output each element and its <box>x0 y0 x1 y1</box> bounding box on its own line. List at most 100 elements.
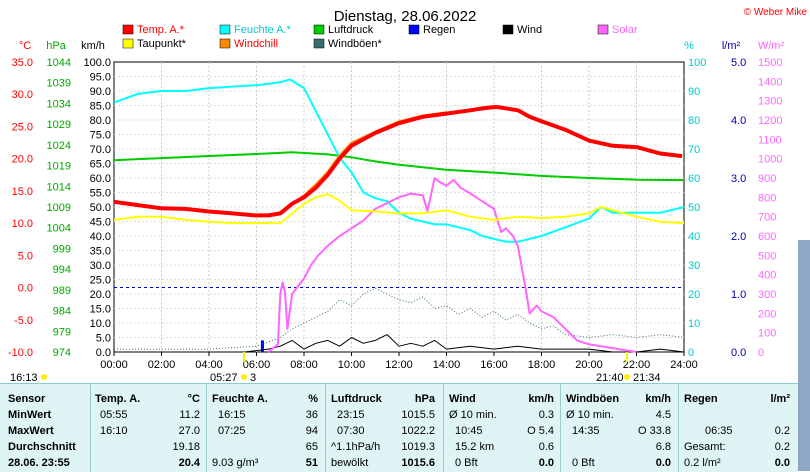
wind-max-value: O 5.4 <box>527 425 554 437</box>
gust-current-bft: 0 Bft <box>572 457 595 469</box>
hum-min-value: 36 <box>305 409 318 421</box>
press-current-value: 1015.6 <box>401 457 435 469</box>
sunrise-icon <box>241 374 247 380</box>
tick-label-rain: 2.0 <box>731 231 746 243</box>
press-header: Luftdruck <box>331 393 382 405</box>
tick-label-solar: 1100 <box>758 134 782 146</box>
grid <box>114 62 684 352</box>
tick-label-press: 1039 <box>47 78 71 90</box>
sunrise-marker <box>243 352 245 362</box>
row-header-avg: Durchschnitt <box>8 441 76 453</box>
tick-label-press: 1044 <box>47 57 71 69</box>
tick-label-temp: 20.0 <box>12 154 33 166</box>
x-tick-label: 00:00 <box>100 359 128 371</box>
x-tick-label: 10:00 <box>338 359 366 371</box>
row-header-max: MaxWert <box>8 425 54 437</box>
tick-label-solar: 100 <box>758 328 776 340</box>
tick-label-wind: 70.0 <box>90 144 111 156</box>
tick-label-temp: 5.0 <box>18 250 33 262</box>
wind-unit: km/h <box>528 393 554 405</box>
tick-label-hum: 10 <box>688 318 700 330</box>
wind-distance: 15.2 km <box>455 441 495 453</box>
legend-swatch-3 <box>408 24 420 35</box>
tick-label-solar: 1200 <box>758 115 782 127</box>
gust-current-value: 0.0 <box>655 457 671 469</box>
legend-swatch-7 <box>219 38 231 49</box>
tick-label-hum: 30 <box>688 260 700 272</box>
gust-max-value: O 33.8 <box>637 425 671 437</box>
tick-label-press: 1019 <box>47 161 71 173</box>
row-header-min: MinWert <box>8 409 52 421</box>
sunrise-extra: 3 <box>250 372 256 383</box>
gust-unit: km/h <box>645 393 671 405</box>
sunset-extra: 21:34 <box>633 372 661 383</box>
tick-label-temp: 35.0 <box>12 57 33 69</box>
sunset-time: 21:40 <box>596 372 624 383</box>
series-taupunkt <box>113 193 685 225</box>
axis-units: °C hPa km/h% l/m² W/m² <box>19 40 785 52</box>
series-luftdruck <box>113 151 685 182</box>
x-tick-label: 04:00 <box>195 359 223 371</box>
legend-swatch-5 <box>597 24 609 35</box>
gust-header: Windböen <box>566 393 620 405</box>
tick-label-temp: 10.0 <box>12 218 33 230</box>
sun-times: 16:13 05:27 3 21:40 21:34 <box>10 352 661 383</box>
tick-label-solar: 200 <box>758 308 776 320</box>
tick-label-rain: 5.0 <box>731 57 746 69</box>
wind-current-value: 0.0 <box>538 457 554 469</box>
rain-total-label: Gesamt: <box>684 441 726 453</box>
legend-label-4: Wind <box>517 24 542 36</box>
temp-unit: °C <box>187 393 200 405</box>
tick-label-press: 1014 <box>47 181 71 193</box>
sun-icon <box>41 374 47 380</box>
tick-label-press: 1004 <box>47 223 71 235</box>
press-unit: hPa <box>414 393 435 405</box>
series-feuchtea <box>113 78 685 243</box>
unit-rain: l/m² <box>722 40 741 52</box>
credit-text: © Weber Mike <box>744 7 808 18</box>
tick-label-solar: 900 <box>758 173 776 185</box>
hum-current-value: 51 <box>305 457 318 469</box>
side-decoration <box>798 240 810 471</box>
legend-label-3: Regen <box>423 24 455 36</box>
rain-current-value: 0.0 <box>774 457 790 469</box>
gust-min-label: Ø 10 min. <box>566 409 614 421</box>
press-max-time: 07:30 <box>337 425 365 437</box>
tick-label-wind: 25.0 <box>90 275 111 287</box>
series-wind <box>114 334 685 353</box>
press-weather: bewölkt <box>331 457 369 469</box>
tick-label-wind: 85.0 <box>90 101 111 113</box>
hum-current-label: 9.03 g/m³ <box>212 457 259 469</box>
hum-header: Feuchte A. <box>212 393 268 405</box>
tick-label-temp: 0.0 <box>18 283 33 295</box>
legend-swatch-8 <box>313 38 325 49</box>
chart-marks <box>113 78 685 353</box>
legend-swatch-6 <box>122 38 134 49</box>
tick-label-press: 974 <box>53 347 71 359</box>
tick-label-solar: 700 <box>758 212 776 224</box>
tick-label-wind: 10.0 <box>90 318 111 330</box>
temp-header: Temp. A. <box>95 393 141 405</box>
tick-label-wind: 45.0 <box>90 217 111 229</box>
rain-max-time: 06:35 <box>705 425 733 437</box>
tick-label-temp: 15.0 <box>12 186 33 198</box>
tick-label-rain: 1.0 <box>731 289 746 301</box>
x-tick-label: 12:00 <box>385 359 413 371</box>
series-tempa <box>113 105 683 218</box>
sunrise-time: 05:27 <box>210 372 238 383</box>
weather-chart: Dienstag, 28.06.2022 © Weber Mike Temp. … <box>8 7 808 383</box>
tick-label-wind: 15.0 <box>90 304 111 316</box>
press-trend: ^1.1hPa/h <box>331 441 381 453</box>
temp-avg-value: 19.18 <box>172 441 200 453</box>
hum-max-value: 94 <box>305 425 318 437</box>
tick-label-hum: 0 <box>688 347 694 359</box>
tick-label-wind: 65.0 <box>90 159 111 171</box>
tick-label-rain: 3.0 <box>731 173 746 185</box>
tick-label-wind: 55.0 <box>90 188 111 200</box>
tick-label-solar: 500 <box>758 250 776 262</box>
tick-label-wind: 40.0 <box>90 231 111 243</box>
tick-label-temp: 25.0 <box>12 121 33 133</box>
series-solar <box>267 177 637 353</box>
tick-label-wind: 50.0 <box>90 202 111 214</box>
tick-label-wind: 30.0 <box>90 260 111 272</box>
